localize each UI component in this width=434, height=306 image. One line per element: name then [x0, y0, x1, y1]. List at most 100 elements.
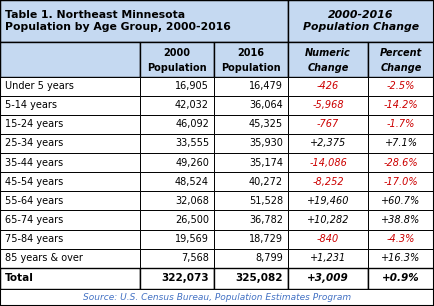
Text: 49,260: 49,260 [175, 158, 209, 168]
Text: 32,068: 32,068 [175, 196, 209, 206]
Bar [214, 268, 288, 289]
Bar [140, 42, 214, 76]
Text: -28.6%: -28.6% [384, 158, 418, 168]
Bar [0, 115, 140, 134]
Text: +16.3%: +16.3% [381, 253, 421, 263]
Text: +2,375: +2,375 [310, 138, 346, 148]
Bar [368, 248, 434, 268]
Text: 325,082: 325,082 [236, 273, 283, 283]
Text: +1,231: +1,231 [310, 253, 346, 263]
Bar [214, 172, 288, 191]
Text: +19,460: +19,460 [307, 196, 349, 206]
Text: 33,555: 33,555 [175, 138, 209, 148]
Text: 48,524: 48,524 [175, 177, 209, 187]
Bar [288, 211, 368, 230]
Text: 45-54 years: 45-54 years [5, 177, 63, 187]
Bar [368, 134, 434, 153]
Bar [0, 248, 140, 268]
Text: 45,325: 45,325 [249, 119, 283, 129]
Text: 26,500: 26,500 [175, 215, 209, 225]
Text: Numeric: Numeric [305, 47, 351, 58]
Text: Table 1. Northeast Minnesota
Population by Age Group, 2000-2016: Table 1. Northeast Minnesota Population … [5, 10, 231, 32]
Text: Population: Population [221, 63, 281, 73]
Bar [0, 153, 140, 172]
Text: 18,729: 18,729 [249, 234, 283, 244]
Text: Change: Change [380, 63, 422, 73]
Bar [288, 115, 368, 134]
Text: Under 5 years: Under 5 years [5, 81, 74, 91]
Text: 65-74 years: 65-74 years [5, 215, 63, 225]
Bar [0, 211, 140, 230]
Text: -4.3%: -4.3% [387, 234, 415, 244]
Bar [0, 289, 434, 306]
Text: 40,272: 40,272 [249, 177, 283, 187]
Text: Population: Population [147, 63, 207, 73]
Bar [0, 0, 288, 42]
Bar [140, 153, 214, 172]
Bar [0, 172, 140, 191]
Bar [0, 76, 140, 95]
Bar [288, 76, 368, 95]
Text: 36,064: 36,064 [249, 100, 283, 110]
Bar [368, 191, 434, 211]
Bar [368, 95, 434, 115]
Text: 51,528: 51,528 [249, 196, 283, 206]
Text: +0.9%: +0.9% [382, 273, 420, 283]
Text: -5,968: -5,968 [312, 100, 344, 110]
Bar [288, 95, 368, 115]
Text: 2000-2016
Population Change: 2000-2016 Population Change [303, 10, 419, 32]
Bar [140, 230, 214, 248]
Bar [368, 76, 434, 95]
Bar [214, 134, 288, 153]
Bar [214, 42, 288, 76]
Bar [214, 230, 288, 248]
Bar [288, 42, 368, 76]
Bar [368, 172, 434, 191]
Text: 85 years & over: 85 years & over [5, 253, 83, 263]
Bar [0, 191, 140, 211]
Text: 16,479: 16,479 [249, 81, 283, 91]
Text: 7,568: 7,568 [181, 253, 209, 263]
Bar [368, 153, 434, 172]
Bar [214, 95, 288, 115]
Text: 36,782: 36,782 [249, 215, 283, 225]
Text: +60.7%: +60.7% [381, 196, 421, 206]
Text: -767: -767 [317, 119, 339, 129]
Bar [140, 115, 214, 134]
Bar [288, 153, 368, 172]
Bar [140, 172, 214, 191]
Bar [140, 248, 214, 268]
Text: 322,073: 322,073 [161, 273, 209, 283]
Text: +3,009: +3,009 [307, 273, 349, 283]
Text: Percent: Percent [380, 47, 422, 58]
Bar [214, 115, 288, 134]
Text: Source: U.S. Census Bureau, Population Estimates Program: Source: U.S. Census Bureau, Population E… [83, 293, 351, 302]
Text: Change: Change [307, 63, 349, 73]
Text: 75-84 years: 75-84 years [5, 234, 63, 244]
Text: Total: Total [5, 273, 34, 283]
Bar [288, 0, 434, 42]
Bar [0, 42, 140, 76]
Text: 16,905: 16,905 [175, 81, 209, 91]
Text: -14,086: -14,086 [309, 158, 347, 168]
Bar [214, 248, 288, 268]
Bar [288, 191, 368, 211]
Text: 15-24 years: 15-24 years [5, 119, 63, 129]
Bar [288, 248, 368, 268]
Text: 55-64 years: 55-64 years [5, 196, 63, 206]
Text: 2016: 2016 [237, 47, 264, 58]
Bar [0, 95, 140, 115]
Text: +7.1%: +7.1% [385, 138, 418, 148]
Bar [140, 76, 214, 95]
Text: 46,092: 46,092 [175, 119, 209, 129]
Text: 35,174: 35,174 [249, 158, 283, 168]
Bar [0, 134, 140, 153]
Bar [368, 42, 434, 76]
Text: 19,569: 19,569 [175, 234, 209, 244]
Bar [0, 230, 140, 248]
Text: -2.5%: -2.5% [387, 81, 415, 91]
Text: 35,930: 35,930 [249, 138, 283, 148]
Bar [214, 211, 288, 230]
Bar [0, 268, 140, 289]
Text: +10,282: +10,282 [307, 215, 349, 225]
